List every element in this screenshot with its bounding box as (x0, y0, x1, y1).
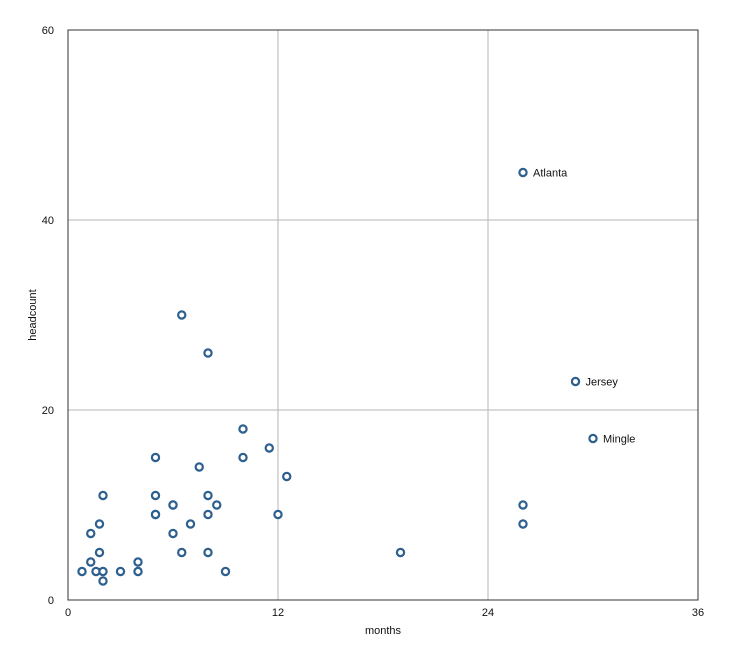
scatter-point (98, 566, 108, 577)
scatter-point (150, 452, 161, 463)
scatter-point (273, 509, 283, 520)
scatter-point (238, 452, 248, 463)
scatter-point (570, 376, 581, 387)
scatter-point (203, 509, 213, 520)
scatter-point (177, 547, 187, 558)
scatter-point (98, 490, 108, 501)
x-tick-label: 12 (272, 607, 284, 619)
scatter-point (98, 576, 108, 586)
y-tick-label: 20 (42, 405, 54, 417)
x-tick-label: 24 (482, 607, 494, 619)
y-tick-label: 60 (42, 25, 54, 37)
y-tick-label: 0 (48, 595, 54, 607)
scatter-point (220, 566, 231, 577)
scatter-point (94, 519, 105, 529)
scatter-point (150, 490, 161, 501)
y-axis-title: headcount (27, 289, 39, 340)
point-label: Mingle (603, 434, 635, 446)
grid-lines (68, 30, 698, 600)
scatter-point (395, 547, 406, 558)
scatter-point (518, 167, 528, 178)
scatter-point (203, 348, 213, 358)
scatter-point (133, 557, 143, 567)
scatter-point (203, 547, 213, 558)
x-axis-title: months (365, 625, 402, 637)
scatter-point (238, 424, 248, 434)
scatter-point (282, 471, 292, 482)
scatter-point (185, 519, 196, 529)
scatter-point (588, 433, 598, 444)
plot-frame (67, 29, 699, 601)
point-label: Atlanta (533, 168, 568, 180)
scatter-point (177, 310, 187, 320)
tick-labels: 0 12 24 36 0 20 40 60 (42, 25, 704, 619)
x-tick-label: 0 (65, 607, 71, 619)
scatter-point (203, 490, 213, 501)
scatter-point (115, 566, 126, 577)
scatter-point (77, 566, 87, 577)
scatter-point (518, 519, 528, 529)
scatter-point (194, 462, 204, 472)
data-points (77, 167, 598, 586)
scatter-point (168, 500, 178, 510)
scatter-point (212, 500, 222, 510)
point-label: Jersey (586, 377, 619, 389)
scatter-point (518, 500, 528, 510)
scatter-point (133, 566, 143, 577)
point-annotations: Atlanta Jersey Mingle (533, 168, 635, 446)
scatter-point (86, 557, 96, 567)
scatter-point (168, 528, 178, 539)
scatter-point (264, 443, 274, 453)
scatter-point (150, 509, 161, 520)
y-tick-label: 40 (42, 215, 54, 227)
scatter-point (94, 547, 105, 558)
x-tick-label: 36 (692, 607, 704, 619)
scatter-point (86, 528, 96, 539)
